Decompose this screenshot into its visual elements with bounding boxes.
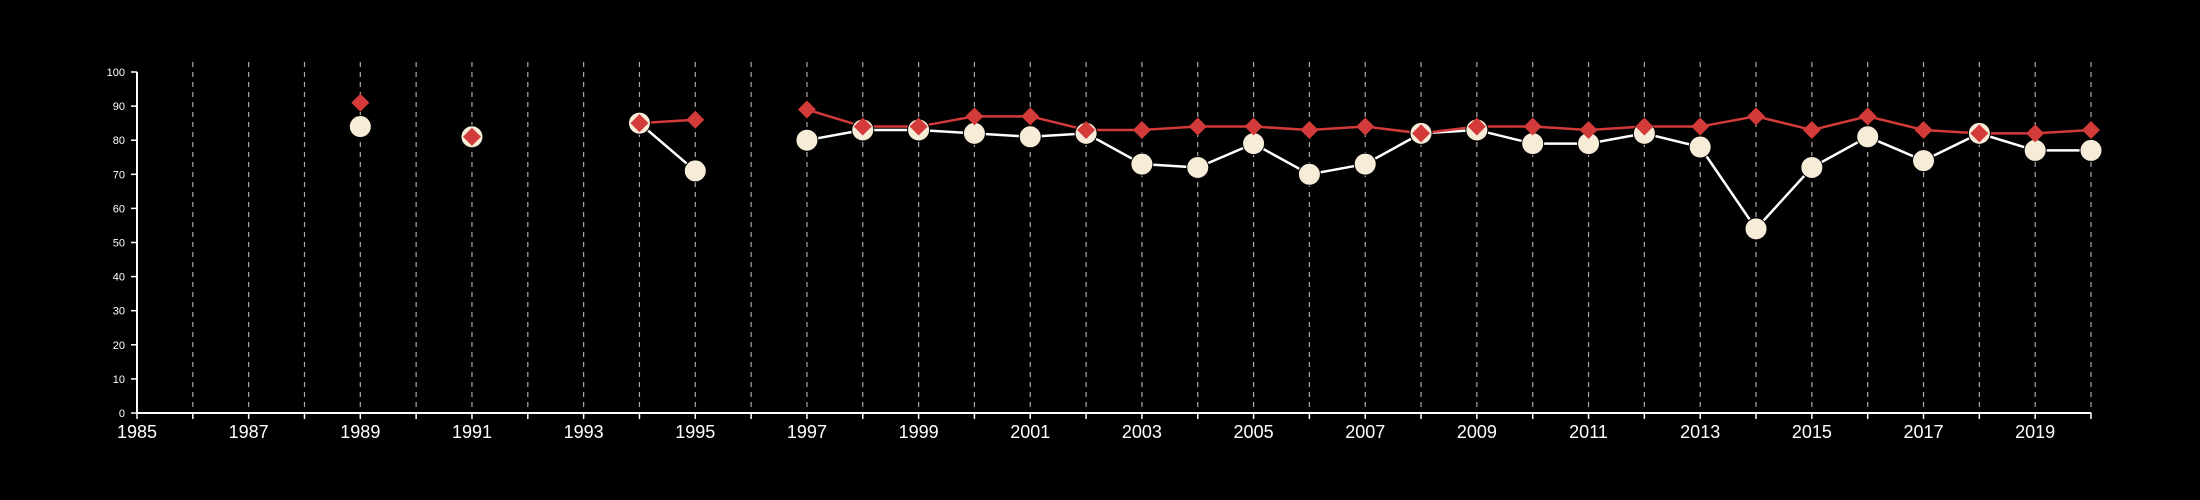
x-tick-label: 2003	[1122, 422, 1162, 442]
data-point-diamond	[853, 117, 872, 136]
data-point-diamond	[1802, 120, 1821, 139]
x-tick-label: 2005	[1234, 422, 1274, 442]
data-point-circle	[1242, 132, 1266, 156]
data-point-diamond	[909, 117, 928, 136]
data-point-diamond	[1132, 120, 1151, 139]
x-tick-label: 1999	[899, 422, 939, 442]
y-tick-label: 90	[113, 101, 125, 113]
x-tick-label: 1993	[564, 422, 604, 442]
data-point-diamond	[1691, 117, 1710, 136]
x-tick-label: 2001	[1010, 422, 1050, 442]
x-tick-label: 2011	[1569, 422, 1608, 442]
x-tick-label: 2007	[1345, 422, 1385, 442]
data-point-diamond	[1300, 120, 1319, 139]
data-point-diamond	[462, 127, 481, 146]
data-point-circle	[962, 121, 986, 145]
data-point-circle	[1856, 125, 1880, 149]
data-point-diamond	[1970, 124, 1989, 143]
data-point-diamond	[797, 100, 816, 119]
y-tick-label: 100	[107, 67, 125, 79]
data-point-circle	[1744, 217, 1768, 241]
x-tick-label: 2017	[1903, 422, 1943, 442]
x-tick-label: 2009	[1457, 422, 1497, 442]
data-point-circle	[683, 159, 707, 183]
series-line-circle	[638, 122, 697, 172]
x-tick-label: 1985	[117, 422, 157, 442]
data-point-diamond	[1747, 107, 1766, 126]
data-point-circle	[1800, 155, 1824, 179]
data-point-diamond	[2026, 124, 2045, 143]
series	[348, 93, 2103, 241]
data-point-circle	[1186, 155, 1210, 179]
data-point-circle	[1018, 125, 1042, 149]
data-point-diamond	[1021, 107, 1040, 126]
data-point-diamond	[1412, 124, 1431, 143]
y-tick-label: 50	[113, 238, 125, 250]
y-tick-label: 0	[119, 408, 125, 420]
data-point-diamond	[1467, 117, 1486, 136]
data-point-diamond	[1523, 117, 1542, 136]
data-point-diamond	[630, 114, 649, 133]
y-tick-label: 60	[113, 203, 125, 215]
x-tick-label: 1989	[340, 422, 380, 442]
data-point-diamond	[1579, 120, 1598, 139]
x-tick-label: 2015	[1792, 422, 1832, 442]
data-point-diamond	[1244, 117, 1263, 136]
grid-lines	[192, 62, 2092, 413]
data-point-circle	[2023, 138, 2047, 162]
x-tick-label: 2019	[2015, 422, 2055, 442]
y-tick-label: 70	[113, 169, 125, 181]
data-point-diamond	[1858, 107, 1877, 126]
data-point-circle	[1521, 132, 1545, 156]
data-point-circle	[795, 128, 819, 152]
data-point-diamond	[1914, 120, 1933, 139]
data-point-circle	[348, 115, 372, 139]
axes: 0 10 20 30 40 50 60 70 80 90 100 1985 1987 1989 1991 19…	[107, 67, 2092, 442]
data-point-circle	[1353, 152, 1377, 176]
x-tick-label: 1997	[787, 422, 827, 442]
data-point-circle	[1688, 135, 1712, 159]
x-tick-label: 1987	[229, 422, 269, 442]
data-point-circle	[1912, 149, 1936, 173]
data-point-circle	[2079, 138, 2103, 162]
data-point-diamond	[1356, 117, 1375, 136]
series-line-circle	[806, 128, 2091, 231]
data-point-diamond	[1077, 120, 1096, 139]
data-point-diamond	[965, 107, 984, 126]
x-tick-label: 2013	[1680, 422, 1720, 442]
series-line-diamond	[806, 108, 2092, 135]
data-point-diamond	[686, 110, 705, 129]
data-point-circle	[1297, 162, 1321, 186]
data-point-diamond	[2082, 120, 2100, 139]
y-tick-label: 80	[113, 135, 125, 147]
y-tick-label: 30	[113, 306, 125, 318]
x-tick-label: 1991	[452, 422, 492, 442]
y-tick-label: 40	[113, 272, 125, 284]
y-tick-label: 20	[113, 340, 125, 352]
data-point-diamond	[1635, 117, 1654, 136]
data-point-diamond	[1188, 117, 1207, 136]
x-tick-label: 1995	[675, 422, 715, 442]
data-point-diamond	[351, 93, 370, 112]
y-tick-label: 10	[113, 374, 125, 386]
data-point-circle	[1130, 152, 1154, 176]
